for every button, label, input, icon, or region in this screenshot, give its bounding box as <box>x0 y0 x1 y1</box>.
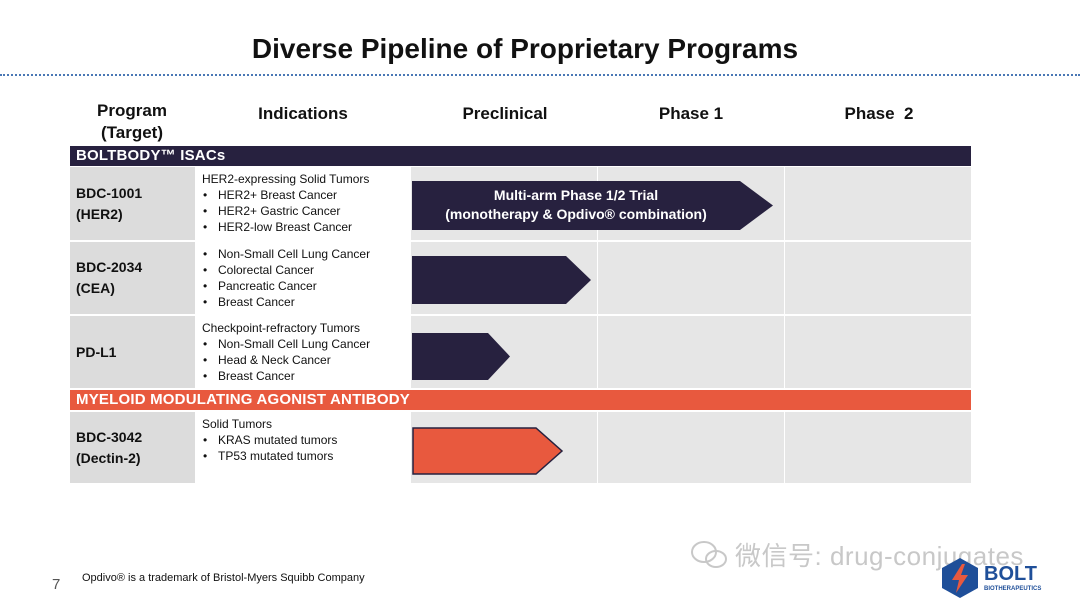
section-boltbody: BOLTBODY™ ISACs <box>70 146 971 166</box>
progress-arrow-bdc2034 <box>412 256 591 304</box>
indications-cell: Non-Small Cell Lung Cancer Colorectal Ca… <box>196 242 410 314</box>
list-item: HER2+ Gastric Cancer <box>203 203 410 219</box>
program-target: (HER2) <box>76 205 123 222</box>
list-item: Non-Small Cell Lung Cancer <box>203 336 410 352</box>
indications-cell: HER2-expressing Solid Tumors HER2+ Breas… <box>196 167 410 240</box>
progress-arrow-bdc3042 <box>412 427 564 475</box>
arrow-label-line1: Multi-arm Phase 1/2 Trial <box>493 187 659 203</box>
phase-cell <box>785 412 971 483</box>
phase-cell <box>598 242 784 314</box>
arrow-label-line2: (monotherapy & Opdivo® combination) <box>445 206 707 222</box>
header-phase1: Phase 1 <box>658 104 724 123</box>
section-myeloid: MYELOID MODULATING AGONIST ANTIBODY <box>70 390 971 410</box>
bolt-logo: BOLT BIOTHERAPEUTICS <box>940 556 1050 605</box>
program-name: BDC-3042 <box>76 428 143 445</box>
page-number: 7 <box>52 576 61 593</box>
wechat-icon <box>691 541 727 568</box>
indication-title: Solid Tumors <box>202 417 273 431</box>
phase-cell <box>785 316 971 388</box>
watermark-text: 微信号: drug-conjugates <box>735 541 1024 571</box>
table-row-program: BDC-3042 (Dectin-2) <box>70 412 195 483</box>
header-program: Program (Target) <box>82 100 182 144</box>
program-name: BDC-2034 <box>76 259 143 275</box>
table-row-program: BDC-2034 (CEA) <box>70 242 195 314</box>
list-item: Pancreatic Cancer <box>203 278 410 294</box>
table-row-program: PD-L1 <box>70 316 195 388</box>
header-preclinical: Preclinical <box>462 104 548 123</box>
indications-cell: Checkpoint-refractory Tumors Non-Small C… <box>196 316 410 388</box>
arrow-label: Multi-arm Phase 1/2 Trial (monotherapy &… <box>412 186 740 224</box>
header-phase2: Phase 2 <box>844 104 914 123</box>
phase-cell <box>785 167 971 240</box>
phase-cell <box>598 316 784 388</box>
logo-sub: BIOTHERAPEUTICS <box>984 586 1041 592</box>
header-indications: Indications <box>258 104 348 123</box>
program-name: PD-L1 <box>76 343 117 360</box>
progress-arrow-pdl1 <box>412 333 510 380</box>
header-program-label: Program <box>97 101 167 120</box>
phase-cell <box>785 242 971 314</box>
list-item: Head & Neck Cancer <box>203 352 410 368</box>
phase-cell <box>598 412 784 483</box>
list-item: Breast Cancer <box>203 294 410 310</box>
header-target-label: (Target) <box>100 123 163 142</box>
list-item: Colorectal Cancer <box>203 262 410 278</box>
progress-arrow-bdc1001 <box>412 181 773 230</box>
page-title: Diverse Pipeline of Proprietary Programs <box>251 33 799 64</box>
program-target: (CEA) <box>76 280 115 296</box>
footnote: Opdivo® is a trademark of Bristol-Myers … <box>82 572 365 584</box>
list-item: HER2+ Breast Cancer <box>203 187 410 203</box>
list-item: Breast Cancer <box>203 368 410 384</box>
indication-title: HER2-expressing Solid Tumors <box>202 172 370 186</box>
list-item: Non-Small Cell Lung Cancer <box>203 246 410 262</box>
logo-name: BOLT <box>984 563 1037 585</box>
list-item: HER2-low Breast Cancer <box>203 219 410 235</box>
indication-title: Checkpoint-refractory Tumors <box>202 321 361 335</box>
list-item: TP53 mutated tumors <box>203 448 410 464</box>
list-item: KRAS mutated tumors <box>203 432 410 448</box>
program-target: (Dectin-2) <box>76 449 141 466</box>
bolt-logo-mark: BOLT BIOTHERAPEUTICS <box>942 558 1041 598</box>
indications-cell: Solid Tumors KRAS mutated tumors TP53 mu… <box>196 412 410 483</box>
program-name: BDC-1001 <box>76 184 143 201</box>
table-row-program: BDC-1001 (HER2) <box>70 167 195 240</box>
title-divider <box>0 74 1080 76</box>
